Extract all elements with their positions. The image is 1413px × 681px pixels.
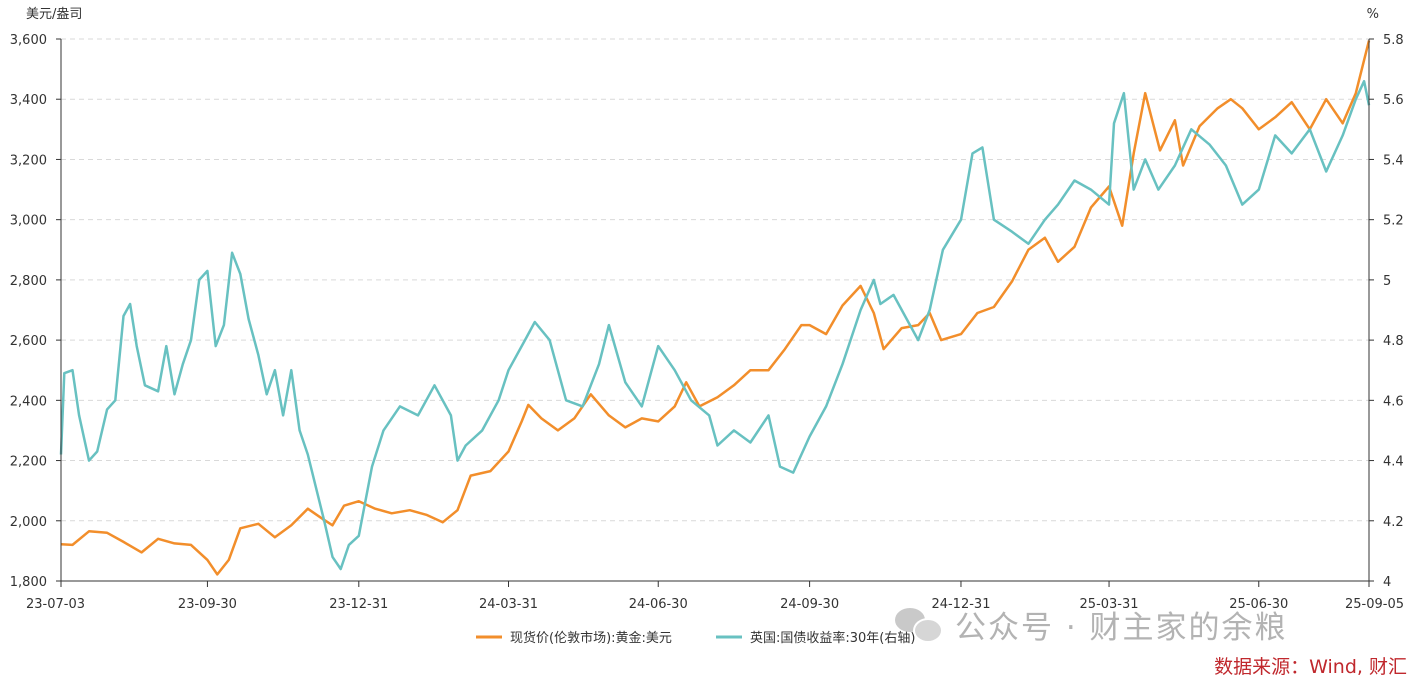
- gridlines: [61, 38, 1369, 522]
- tick-labels: 1,800 4 2,000 4.2 2,200 4.4 2,400 4.6 2,600 4.8 2,…: [10, 33, 1404, 612]
- x-tick-label: 24-09-30: [780, 597, 839, 612]
- x-tick-label: 25-09-05: [1345, 597, 1404, 612]
- y-right-tick-label: 5.2: [1383, 214, 1404, 229]
- legend: 现货价(伦敦市场):黄金:美元 英国:国债收益率:30年(右轴): [476, 630, 915, 646]
- y-left-tick-label: 3,200: [10, 153, 47, 168]
- x-tick-label: 25-03-31: [1080, 597, 1139, 612]
- legend-label-gilt: 英国:国债收益率:30年(右轴): [750, 630, 915, 646]
- y-right-tick-label: 5: [1383, 274, 1391, 289]
- series-lines: [59, 40, 1371, 576]
- x-tick-label: 23-12-31: [329, 597, 388, 612]
- y-left-tick-label: 3,000: [10, 214, 47, 229]
- x-tick-label: 24-03-31: [479, 597, 538, 612]
- x-tick-label: 23-07-03: [26, 597, 85, 612]
- y-left-tick-label: 2,200: [10, 455, 47, 470]
- y-right-tick-label: 5.4: [1383, 153, 1404, 168]
- wechat-icon: [893, 604, 943, 644]
- y-left-tick-label: 2,400: [10, 394, 47, 409]
- watermark: 公众号 · 财主家的余粮: [893, 598, 1288, 650]
- y-left-tick-label: 3,400: [10, 93, 47, 108]
- x-tick-label: 24-06-30: [629, 597, 688, 612]
- y-right-tick-label: 5.6: [1383, 93, 1404, 108]
- left-axis-unit: 美元/盎司: [26, 7, 82, 22]
- legend-item-gold[interactable]: 现货价(伦敦市场):黄金:美元: [476, 630, 672, 646]
- y-right-tick-label: 4.2: [1383, 515, 1404, 530]
- watermark-text: 公众号 · 财主家的余粮: [955, 609, 1288, 646]
- axes: [56, 38, 1374, 587]
- y-left-tick-label: 2,000: [10, 515, 47, 530]
- y-right-tick-label: 4.8: [1383, 334, 1404, 349]
- x-tick-label: 25-06-30: [1229, 597, 1288, 612]
- source-note: 数据来源：Wind, 财汇: [1214, 656, 1407, 678]
- legend-label-gold: 现货价(伦敦市场):黄金:美元: [510, 630, 672, 646]
- y-right-tick-label: 4.6: [1383, 394, 1404, 409]
- y-left-tick-label: 2,600: [10, 334, 47, 349]
- legend-item-gilt[interactable]: 英国:国债收益率:30年(右轴): [716, 630, 915, 646]
- y-right-tick-label: 4: [1383, 575, 1391, 590]
- gold-price-line: [60, 40, 1371, 576]
- x-tick-label: 24-12-31: [931, 597, 990, 612]
- x-tick-label: 23-09-30: [178, 597, 237, 612]
- uk-gilt-30y-yield-line: [59, 79, 1371, 571]
- y-right-tick-label: 4.4: [1383, 455, 1404, 470]
- y-left-tick-label: 3,600: [10, 33, 47, 48]
- y-left-tick-label: 2,800: [10, 274, 47, 289]
- y-right-tick-label: 5.8: [1383, 33, 1404, 48]
- y-left-tick-label: 1,800: [10, 575, 47, 590]
- right-axis-unit: %: [1367, 7, 1379, 22]
